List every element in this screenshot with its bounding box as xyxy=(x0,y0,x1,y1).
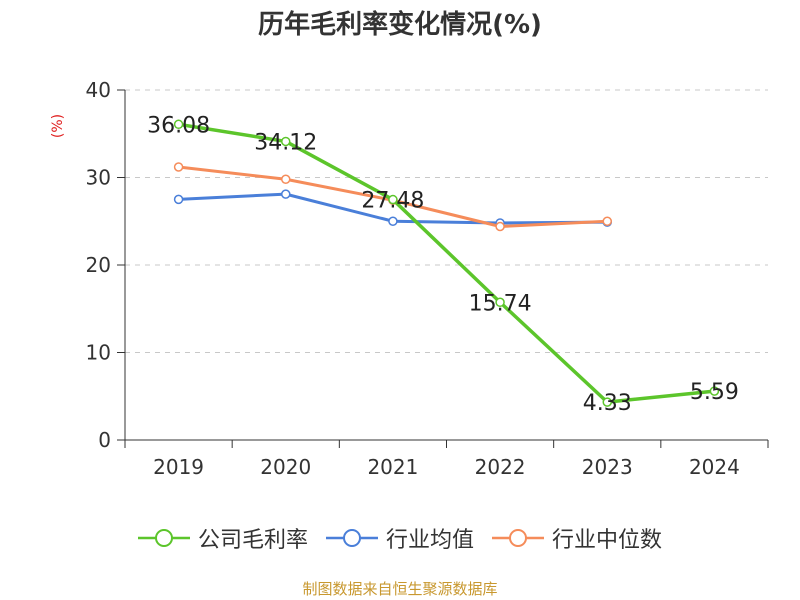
data-point xyxy=(173,119,184,130)
data-label: 15.74 xyxy=(469,291,532,316)
data-point xyxy=(281,174,291,184)
x-tick-label: 2021 xyxy=(367,455,418,479)
data-point xyxy=(281,189,291,199)
legend-item-industry-mean[interactable]: 行业均值 xyxy=(325,522,474,554)
data-point xyxy=(602,397,612,407)
source-note: 制图数据来自恒生聚源数据库 xyxy=(302,580,498,598)
chart-title: 历年毛利率变化情况(%) xyxy=(258,10,542,40)
data-label: 34.12 xyxy=(254,130,317,155)
data-point xyxy=(281,136,291,147)
legend-line-marker-icon xyxy=(137,529,190,547)
y-tick-label: 0 xyxy=(98,428,111,452)
data-point xyxy=(495,221,505,232)
gridlines xyxy=(125,89,768,353)
y-axis-unit-label: (%) xyxy=(50,114,66,138)
x-tick-label: 2019 xyxy=(153,455,204,479)
x-tick-label: 2020 xyxy=(260,455,311,479)
series-lines xyxy=(173,119,720,407)
x-tick-label: 2024 xyxy=(689,455,740,479)
data-point xyxy=(388,216,398,226)
legend-line-marker-icon xyxy=(325,529,378,547)
data-label: 4.33 xyxy=(583,391,632,416)
legend: 公司毛利率 行业均值 行业中位数 xyxy=(0,518,800,558)
y-tick-label: 20 xyxy=(86,253,111,277)
data-labels: 36.08 34.12 27.48 15.74 4.33 5.59 xyxy=(147,113,739,416)
data-point xyxy=(173,194,184,205)
y-tick-label: 30 xyxy=(86,166,111,190)
x-tick-label: 2022 xyxy=(475,455,526,479)
legend-item-company[interactable]: 公司毛利率 xyxy=(137,522,308,554)
axes: 0 10 20 30 40 2019 2020 2021 2022 2023 2024 xyxy=(86,78,769,479)
legend-item-industry-median[interactable]: 行业中位数 xyxy=(492,522,662,554)
x-tick-label: 2023 xyxy=(582,455,633,479)
data-point xyxy=(495,297,505,308)
data-point xyxy=(173,162,184,172)
legend-label: 公司毛利率 xyxy=(197,528,308,553)
data-point xyxy=(709,386,720,396)
data-point xyxy=(388,194,398,205)
legend-label: 行业中位数 xyxy=(552,528,663,553)
legend-line-marker-icon xyxy=(492,529,544,547)
y-tick-label: 40 xyxy=(86,78,111,102)
data-label: 27.48 xyxy=(361,189,424,214)
data-label: 5.59 xyxy=(690,380,739,405)
legend-label: 行业均值 xyxy=(385,528,474,553)
series-line xyxy=(178,122,715,404)
y-tick-label: 10 xyxy=(86,341,111,365)
data-point xyxy=(602,216,612,226)
data-label: 36.08 xyxy=(147,113,210,138)
